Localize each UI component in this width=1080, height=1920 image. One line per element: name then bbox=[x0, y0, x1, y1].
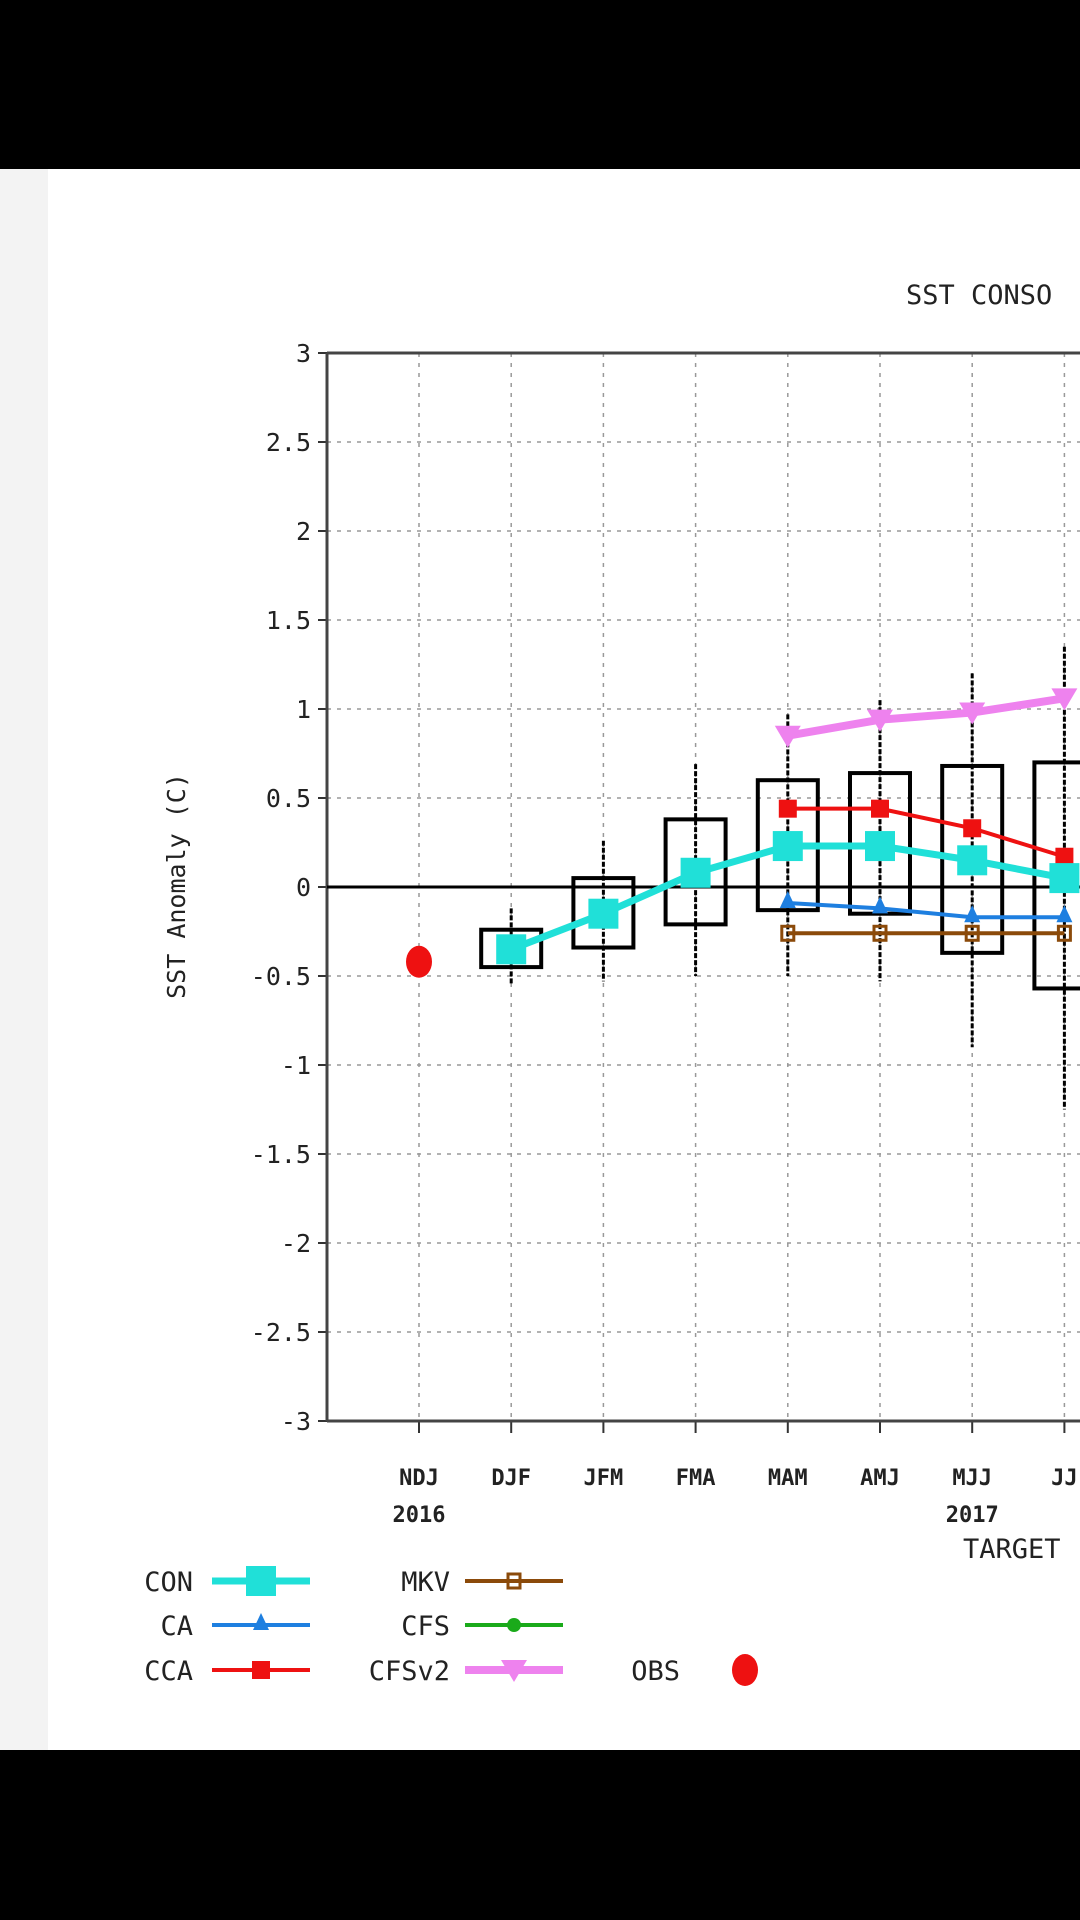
data-point bbox=[871, 799, 889, 818]
data-point bbox=[680, 857, 711, 888]
data-point bbox=[867, 709, 893, 732]
data-point bbox=[496, 934, 527, 965]
legend-label: CON bbox=[144, 1567, 193, 1598]
y-tick-label: 2.5 bbox=[266, 428, 311, 457]
data-point bbox=[779, 891, 796, 909]
left-margin-strip bbox=[0, 169, 48, 1750]
box-range bbox=[663, 817, 728, 927]
data-point bbox=[865, 831, 895, 862]
y-tick-label: 0 bbox=[296, 873, 311, 902]
legend-item-ca: CA bbox=[160, 1611, 310, 1642]
series-con bbox=[496, 831, 1080, 965]
legend-label: OBS bbox=[631, 1656, 680, 1687]
y-tick-label: 1.5 bbox=[266, 606, 311, 635]
data-point bbox=[772, 831, 803, 862]
x-tick-label: MJJ bbox=[952, 1466, 992, 1491]
series-cca bbox=[778, 799, 1074, 866]
x-tick-label: JJ bbox=[1051, 1466, 1078, 1491]
series-mkv bbox=[780, 924, 1072, 942]
x-tick-label: MAM bbox=[768, 1466, 808, 1491]
series-line bbox=[787, 901, 1065, 920]
data-point bbox=[1056, 924, 1072, 942]
data-point bbox=[963, 819, 982, 838]
y-tick-label: -1.5 bbox=[251, 1140, 311, 1169]
legend-label: CFS bbox=[401, 1611, 450, 1642]
legend-marker bbox=[507, 1618, 521, 1632]
series-cfsv2 bbox=[774, 688, 1078, 748]
legend-label: CFSv2 bbox=[369, 1656, 450, 1687]
y-tick-label: -0.5 bbox=[251, 962, 311, 991]
legend-item-cca: CCA bbox=[144, 1656, 310, 1687]
series-line bbox=[787, 694, 1066, 740]
legend-label: MKV bbox=[401, 1567, 450, 1598]
y-tick-label: -2 bbox=[281, 1229, 311, 1258]
box-range bbox=[571, 876, 636, 950]
x-axis-label: TARGET bbox=[963, 1534, 1061, 1565]
data-point bbox=[872, 924, 888, 942]
legend-item-cfsv2: CFSv2 bbox=[369, 1656, 563, 1687]
x-tick-label: JFM bbox=[584, 1466, 624, 1491]
legend-item-obs: OBS bbox=[631, 1654, 758, 1687]
legend-marker bbox=[732, 1654, 758, 1686]
data-point bbox=[1055, 847, 1074, 866]
data-point bbox=[964, 924, 980, 942]
y-axis-label: SST Anomaly (C) bbox=[162, 773, 191, 999]
data-point bbox=[780, 924, 796, 942]
year-label: 2017 bbox=[946, 1503, 999, 1528]
legend-marker bbox=[501, 1660, 527, 1682]
legend-item-mkv: MKV bbox=[401, 1567, 563, 1598]
y-tick-label: 3 bbox=[296, 339, 311, 368]
legend-marker bbox=[246, 1566, 276, 1596]
series-line bbox=[787, 806, 1065, 859]
legend-label: CA bbox=[160, 1611, 193, 1642]
legend-item-cfs: CFS bbox=[401, 1611, 563, 1642]
x-tick-label: AMJ bbox=[860, 1466, 900, 1491]
y-tick-label: 0.5 bbox=[266, 784, 311, 813]
series-obs bbox=[406, 945, 432, 978]
legend-marker bbox=[253, 1613, 269, 1630]
data-point bbox=[957, 845, 988, 876]
box-range bbox=[479, 927, 544, 970]
data-point bbox=[964, 905, 981, 923]
data-point bbox=[1056, 905, 1073, 923]
data-point bbox=[406, 945, 432, 978]
data-point bbox=[1051, 688, 1078, 711]
y-tick-label: -3 bbox=[281, 1407, 311, 1436]
data-point bbox=[1049, 863, 1080, 894]
data-point bbox=[872, 896, 888, 914]
y-tick-label: 1 bbox=[296, 695, 311, 724]
legend-marker bbox=[506, 1572, 522, 1590]
data-point bbox=[778, 799, 797, 818]
data-point bbox=[774, 725, 801, 748]
year-label: 2016 bbox=[393, 1503, 446, 1528]
series-ca bbox=[779, 891, 1073, 923]
box-range bbox=[940, 763, 1005, 955]
legend-label: CCA bbox=[144, 1656, 193, 1687]
legend-item-con: CON bbox=[144, 1566, 310, 1598]
x-tick-label: NDJ bbox=[399, 1466, 439, 1491]
data-point bbox=[959, 702, 986, 725]
y-tick-label: -1 bbox=[281, 1051, 311, 1080]
y-tick-label: 2 bbox=[296, 517, 311, 546]
y-tick-label: -2.5 bbox=[251, 1318, 311, 1347]
chart-title: SST CONSO bbox=[906, 280, 1052, 311]
x-tick-label: FMA bbox=[676, 1466, 716, 1491]
x-tick-label: DJF bbox=[491, 1466, 531, 1491]
legend-marker bbox=[252, 1661, 270, 1679]
data-point bbox=[588, 898, 619, 929]
